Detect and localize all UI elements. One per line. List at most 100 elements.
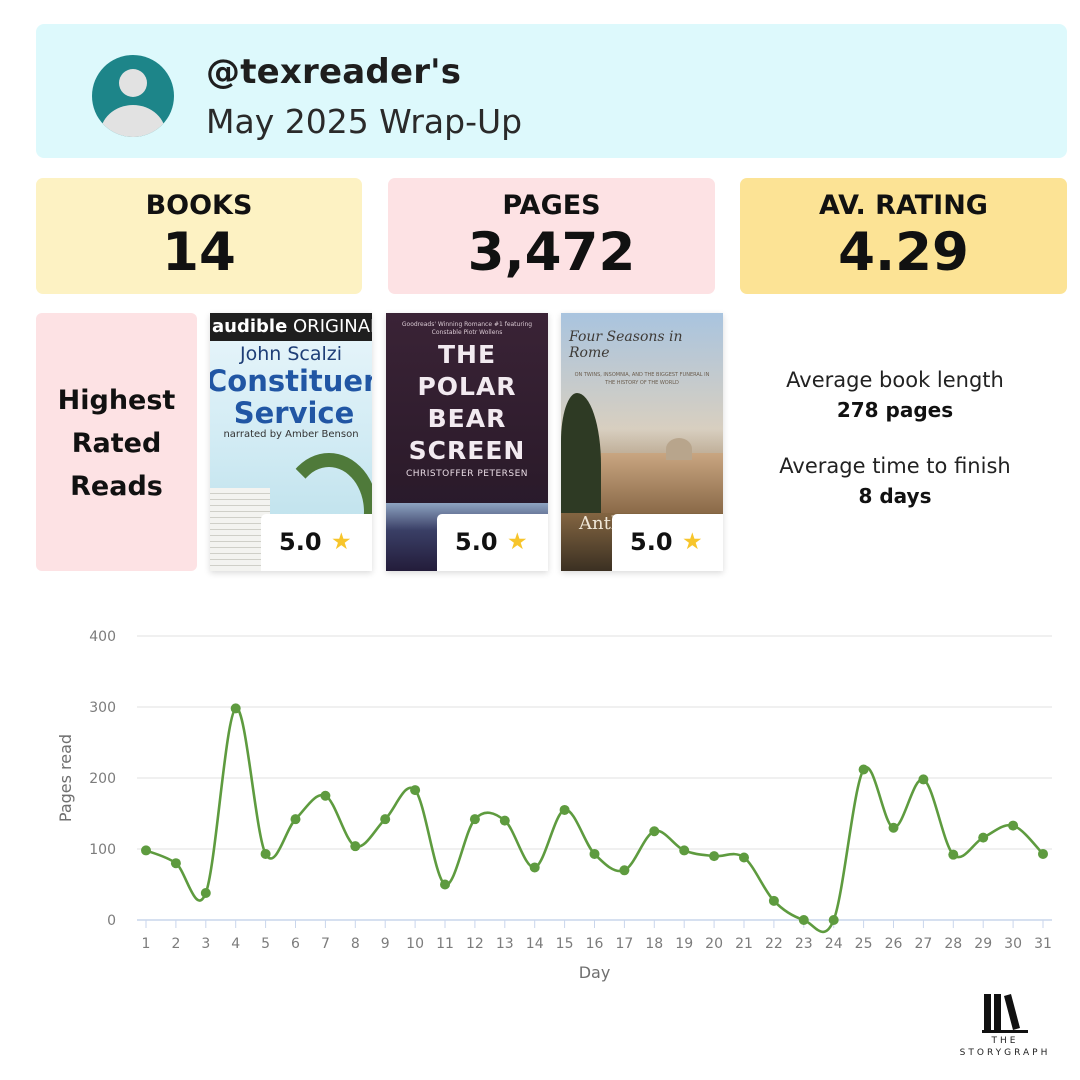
pages-read-points bbox=[141, 703, 1048, 925]
cover-author: John Scalzi bbox=[239, 343, 343, 365]
avg-length-value: 278 pages bbox=[836, 398, 954, 422]
wrap-up-title: May 2025 Wrap-Up bbox=[206, 102, 523, 141]
x-tick-label: 10 bbox=[406, 936, 424, 952]
books-value: 14 bbox=[162, 222, 236, 283]
y-axis-title: Pages read bbox=[56, 734, 75, 822]
avatar[interactable] bbox=[92, 55, 174, 137]
data-point[interactable] bbox=[499, 815, 510, 826]
data-point[interactable] bbox=[141, 845, 151, 856]
y-tick-label: 300 bbox=[89, 700, 116, 716]
pages-label: PAGES bbox=[502, 190, 601, 221]
x-tick-label: 24 bbox=[825, 936, 843, 952]
audible-banner: audible ORIGINAL bbox=[210, 313, 372, 341]
x-tick-label: 20 bbox=[705, 936, 723, 952]
data-point[interactable] bbox=[1008, 820, 1019, 831]
data-point[interactable] bbox=[1038, 848, 1048, 859]
cover-title-line-3: BEAR bbox=[427, 404, 507, 433]
x-tick-label: 2 bbox=[171, 936, 180, 952]
x-tick-label: 30 bbox=[1004, 936, 1022, 952]
cover-title-line-2: Service bbox=[233, 396, 355, 430]
data-point[interactable] bbox=[589, 848, 600, 859]
rating-badge: 5.0 ★ bbox=[261, 514, 372, 571]
average-stats: Average book length 278 pages Average ti… bbox=[745, 364, 1045, 510]
x-tick-label: 16 bbox=[586, 936, 604, 952]
data-point[interactable] bbox=[380, 814, 391, 825]
rating-badge: 5.0 ★ bbox=[437, 514, 548, 571]
data-point[interactable] bbox=[679, 845, 690, 856]
star-icon: ★ bbox=[682, 529, 703, 555]
star-icon: ★ bbox=[507, 529, 528, 555]
rating-badge-value: 5.0 bbox=[455, 528, 498, 556]
rome-cityscape-illustration bbox=[591, 453, 723, 513]
rating-badge: 5.0 ★ bbox=[612, 514, 723, 571]
data-point[interactable] bbox=[619, 865, 630, 876]
x-tick-label: 29 bbox=[974, 936, 992, 952]
data-point[interactable] bbox=[529, 862, 540, 873]
x-axis-ticks: 1 2 3 4 5 6 7 8 9 10 11 12 13 14 15 16 17 18 19 20 21 22 23 24 2… bbox=[142, 920, 1052, 952]
books-stat-card: BOOKS 14 bbox=[36, 178, 362, 294]
x-tick-label: 1 bbox=[142, 936, 151, 952]
cover-title-line-4: SCREEN bbox=[408, 436, 526, 465]
book-cover-polar-bear-screen[interactable]: Goodreads' Winning Romance #1 featuring … bbox=[386, 313, 548, 571]
data-point[interactable] bbox=[260, 848, 271, 859]
highest-rated-line-1: Highest bbox=[57, 385, 176, 416]
x-tick-label: 27 bbox=[914, 936, 932, 952]
x-tick-label: 6 bbox=[291, 936, 300, 952]
data-point[interactable] bbox=[649, 826, 660, 837]
x-tick-label: 28 bbox=[944, 936, 962, 952]
data-point[interactable] bbox=[559, 804, 570, 815]
data-point[interactable] bbox=[200, 888, 211, 899]
data-point[interactable] bbox=[798, 915, 809, 925]
book-cover-constituent-service[interactable]: audible ORIGINAL John Scalzi Constituent… bbox=[210, 313, 372, 571]
data-point[interactable] bbox=[709, 851, 720, 862]
data-point[interactable] bbox=[170, 858, 181, 869]
x-axis-title: Day bbox=[579, 963, 611, 982]
y-axis-ticks: 0 100 200 300 400 bbox=[89, 629, 116, 929]
data-point[interactable] bbox=[410, 785, 421, 796]
data-point[interactable] bbox=[469, 814, 480, 825]
dome-illustration bbox=[666, 438, 692, 460]
data-point[interactable] bbox=[858, 764, 869, 775]
rating-value: 4.29 bbox=[838, 222, 969, 283]
storygraph-logo[interactable]: THE STORYGRAPH bbox=[950, 992, 1060, 1064]
x-tick-label: 13 bbox=[496, 936, 514, 952]
profile-header: @texreader's May 2025 Wrap-Up bbox=[36, 24, 1067, 158]
data-point[interactable] bbox=[350, 841, 361, 852]
y-tick-label: 400 bbox=[89, 629, 116, 645]
pages-read-line bbox=[145, 707, 1044, 934]
x-tick-label: 22 bbox=[765, 936, 783, 952]
cover-title-line-2: POLAR bbox=[417, 372, 517, 401]
chart-gridlines bbox=[137, 635, 1052, 850]
avatar-body bbox=[100, 105, 166, 137]
y-tick-label: 100 bbox=[89, 842, 116, 858]
logo-text-the: THE bbox=[991, 1036, 1019, 1046]
username[interactable]: @texreader's bbox=[206, 52, 462, 92]
data-point[interactable] bbox=[828, 915, 839, 925]
data-point[interactable] bbox=[978, 832, 989, 843]
x-tick-label: 4 bbox=[231, 936, 240, 952]
avatar-head bbox=[119, 69, 147, 97]
data-point[interactable] bbox=[768, 895, 779, 906]
x-tick-label: 31 bbox=[1034, 936, 1052, 952]
x-tick-label: 5 bbox=[261, 936, 270, 952]
books-label: BOOKS bbox=[145, 190, 253, 221]
data-point[interactable] bbox=[440, 879, 450, 890]
cover-title: Constituent Service bbox=[210, 365, 372, 429]
data-point[interactable] bbox=[320, 790, 331, 801]
y-tick-label: 200 bbox=[89, 771, 116, 787]
data-point[interactable] bbox=[739, 852, 749, 863]
cover-title: THE POLAR BEAR SCREEN bbox=[386, 339, 548, 467]
data-point[interactable] bbox=[888, 822, 899, 833]
star-icon: ★ bbox=[331, 529, 352, 555]
y-tick-label: 0 bbox=[107, 913, 116, 929]
book-cover-four-seasons-in-rome[interactable]: Four Seasons in Rome ON TWINS, INSOMNIA,… bbox=[561, 313, 723, 571]
x-tick-label: 3 bbox=[201, 936, 210, 952]
x-tick-label: 17 bbox=[615, 936, 633, 952]
cover-author: CHRISTOFFER PETERSEN bbox=[405, 469, 529, 479]
cover-tagline: Goodreads' Winning Romance #1 featuring … bbox=[401, 321, 533, 336]
data-point[interactable] bbox=[290, 814, 301, 825]
data-point[interactable] bbox=[918, 774, 929, 785]
data-point[interactable] bbox=[230, 703, 241, 714]
data-point[interactable] bbox=[948, 849, 959, 860]
